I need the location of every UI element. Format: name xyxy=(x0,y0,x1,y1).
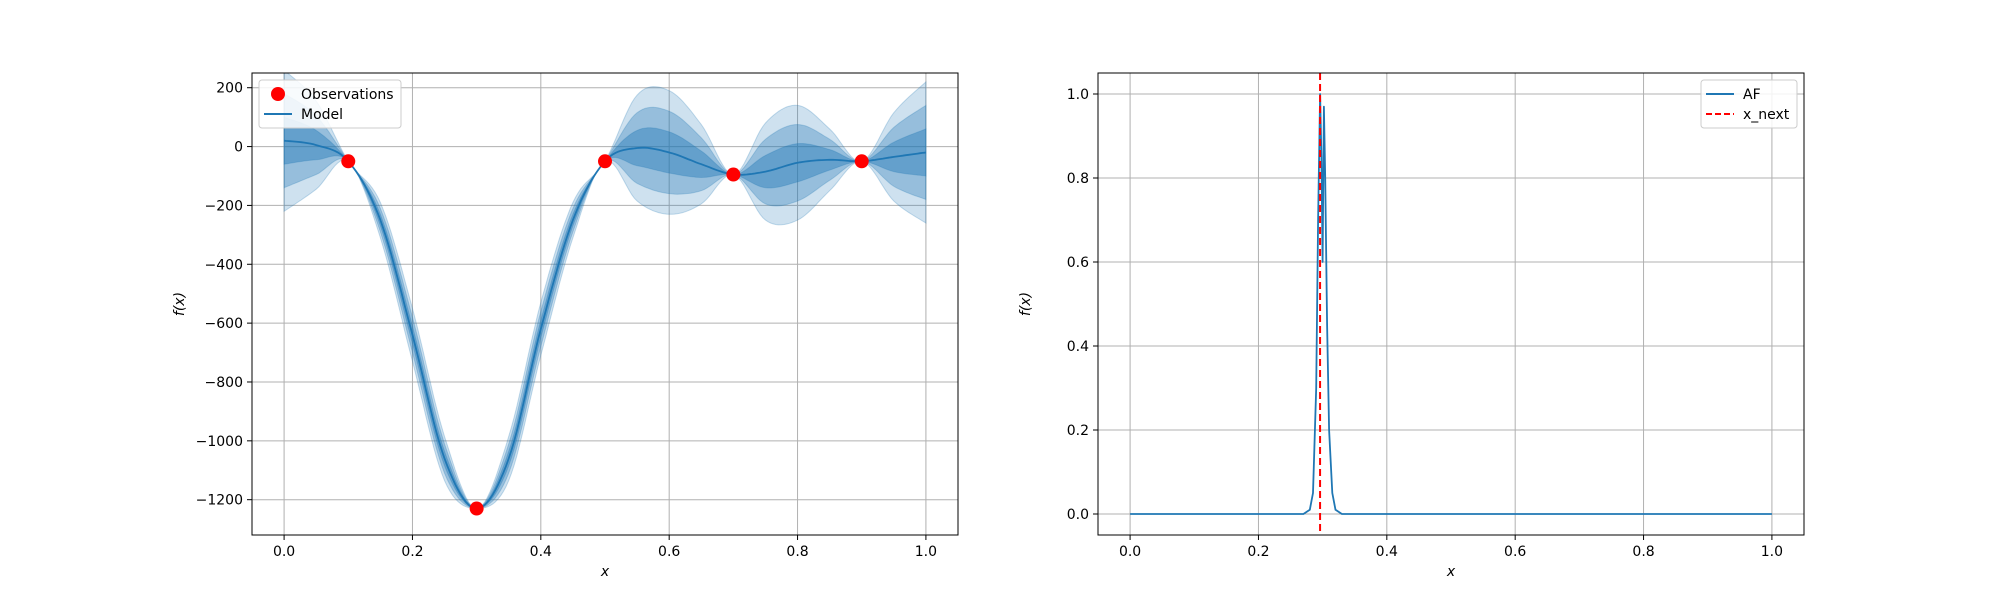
y-tick-label: 0.8 xyxy=(1067,171,1089,187)
acquisition-function-panel: 0.0 0.2 0.4 0.6 0.8 1.0 0.0 0.2 0.4 0.6 0.8 1.0 x f(x… xyxy=(1018,72,1805,580)
gp-model-panel: 0.0 0.2 0.4 0.6 0.8 1.0 200 0 −200 −400 −600 −800 −1… xyxy=(172,72,959,580)
af-line xyxy=(1130,93,1772,515)
x-tick-label: 0.8 xyxy=(786,544,808,560)
observation-point xyxy=(341,154,356,169)
y-axis-label: f(x) xyxy=(172,292,188,316)
x-tick-label: 0.4 xyxy=(1376,544,1398,560)
confidence-band-2sigma xyxy=(283,92,927,510)
observation-point xyxy=(469,501,484,516)
y-tick-label: 0.4 xyxy=(1067,339,1089,355)
axes-frame xyxy=(1097,72,1805,536)
y-tick-label: 200 xyxy=(216,81,243,97)
y-tick-label: −600 xyxy=(205,316,243,332)
x-tick-label: 0.0 xyxy=(1119,544,1141,560)
legend-box xyxy=(258,79,402,129)
legend: AF x_next xyxy=(1700,79,1798,129)
x-tick-label: 0.8 xyxy=(1632,544,1654,560)
y-tick-label: 1.0 xyxy=(1067,87,1089,103)
y-tick-label: 0.0 xyxy=(1067,507,1089,523)
y-tick-label: −800 xyxy=(205,375,243,391)
observation-point xyxy=(598,154,612,169)
x-axis-label: x xyxy=(600,564,610,580)
confidence-band-1sigma xyxy=(283,116,927,510)
legend-x-next-label: x_next xyxy=(1743,107,1790,123)
y-tick-label: −1200 xyxy=(196,493,243,509)
model-mean-line xyxy=(283,139,927,510)
x-tick-label: 0.6 xyxy=(1504,544,1526,560)
legend-observations-marker xyxy=(271,87,285,101)
y-tick-label: 0.2 xyxy=(1067,423,1089,439)
legend-af-label: AF xyxy=(1743,87,1761,103)
legend: Observations Model xyxy=(258,79,402,129)
confidence-band-3sigma xyxy=(283,73,927,510)
legend-observations-label: Observations xyxy=(301,87,394,103)
y-axis-label: f(x) xyxy=(1018,292,1034,316)
y-tick-label: −400 xyxy=(205,257,243,273)
x-axis-label: x xyxy=(1446,564,1456,580)
legend-model-label: Model xyxy=(301,107,343,123)
x-tick-label: 0.2 xyxy=(401,544,423,560)
y-tick-label: −200 xyxy=(205,198,243,214)
plot-area xyxy=(283,73,927,510)
x-tick-label: 0.0 xyxy=(273,544,295,560)
y-tick-label: −1000 xyxy=(196,434,243,450)
y-tick-label: 0 xyxy=(234,140,243,156)
x-tick-label: 0.6 xyxy=(658,544,680,560)
x-tick-label: 0.2 xyxy=(1247,544,1269,560)
x-tick-label: 1.0 xyxy=(1761,544,1783,560)
axes-frame xyxy=(251,72,959,536)
observation-point xyxy=(854,154,869,169)
x-tick-label: 0.4 xyxy=(530,544,552,560)
y-tick-label: 0.6 xyxy=(1067,255,1089,271)
legend-box xyxy=(1700,79,1798,129)
x-tick-label: 1.0 xyxy=(915,544,937,560)
observation-point xyxy=(726,167,741,182)
